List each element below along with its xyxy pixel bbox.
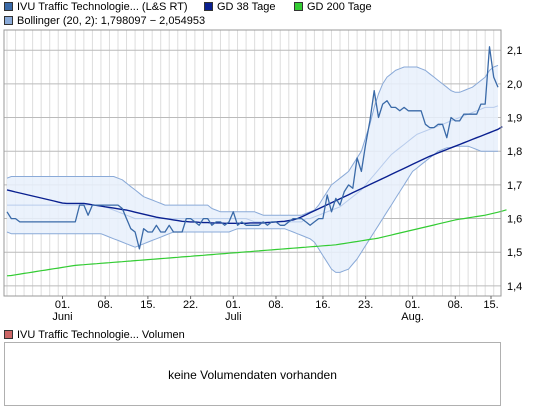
month-label: Juni (52, 311, 72, 323)
y-tick-label: 1,5 (507, 247, 522, 259)
bollinger-lower-line (6, 145, 498, 273)
price-swatch (4, 2, 13, 11)
plot-frame (3, 29, 502, 297)
x-tick-label: 22. (183, 299, 198, 311)
y-tick-label: 2,0 (507, 79, 522, 91)
x-tick-label: 08. (98, 299, 113, 311)
volume-empty-message: keine Volumendaten vorhanden (168, 368, 337, 382)
month-label: Juli (225, 311, 242, 323)
x-tick-label: 23. (358, 299, 373, 311)
volume-panel: keine Volumendaten vorhanden (4, 342, 501, 406)
x-tick-label: 15. (483, 299, 498, 311)
volume-swatch (4, 330, 13, 339)
price-chart: 1,4 1,5 1,6 1,7 1,8 1,9 2,0 2,1 01. 08. 15. 22. 01. 0… (3, 29, 522, 323)
x-tick-label: 15. (140, 299, 155, 311)
legend-price: IVU Traffic Technologie... (L&S RT) (4, 1, 188, 14)
y-tick-label: 1,9 (507, 113, 522, 125)
bollinger-band (7, 65, 498, 273)
x-tick-label: 01. (226, 299, 241, 311)
legend-gd200-label: GD 200 Tage (307, 1, 372, 13)
gd38-swatch (204, 2, 213, 11)
bollinger-upper-line (6, 64, 499, 216)
legend-bollinger-label: Bollinger (20, 2): 1,798097 − 2,054953 (17, 15, 206, 27)
y-tick-label: 1,7 (507, 180, 522, 192)
x-tick-label: 01. (55, 299, 70, 311)
x-tick-label: 16. (315, 299, 330, 311)
y-tick-label: 1,8 (507, 146, 522, 158)
gd200-swatch (294, 2, 303, 11)
bollinger-middle-line (7, 105, 499, 223)
x-tick-label: 08. (448, 299, 463, 311)
y-tick-label: 1,4 (507, 281, 522, 293)
legend-price-label: IVU Traffic Technologie... (L&S RT) (17, 1, 188, 13)
month-label: Aug. (401, 311, 424, 323)
gd38-line (6, 126, 503, 225)
price-line (6, 46, 499, 250)
legend-bollinger: Bollinger (20, 2): 1,798097 − 2,054953 (4, 15, 205, 28)
y-tick-label: 1,6 (507, 214, 522, 226)
legend-gd200: GD 200 Tage (294, 1, 372, 14)
legend-gd38-label: GD 38 Tage (217, 1, 276, 13)
x-tick-label: 01. (405, 299, 420, 311)
gd200-line (6, 209, 507, 277)
legend-gd38: GD 38 Tage (204, 1, 276, 14)
legend-volume-label: IVU Traffic Technologie... Volumen (17, 329, 185, 341)
x-tick-label: 08. (268, 299, 283, 311)
bollinger-swatch (4, 16, 13, 25)
legend-volume: IVU Traffic Technologie... Volumen (4, 329, 185, 342)
y-tick-label: 2,1 (507, 45, 522, 57)
plot-background (4, 30, 501, 296)
